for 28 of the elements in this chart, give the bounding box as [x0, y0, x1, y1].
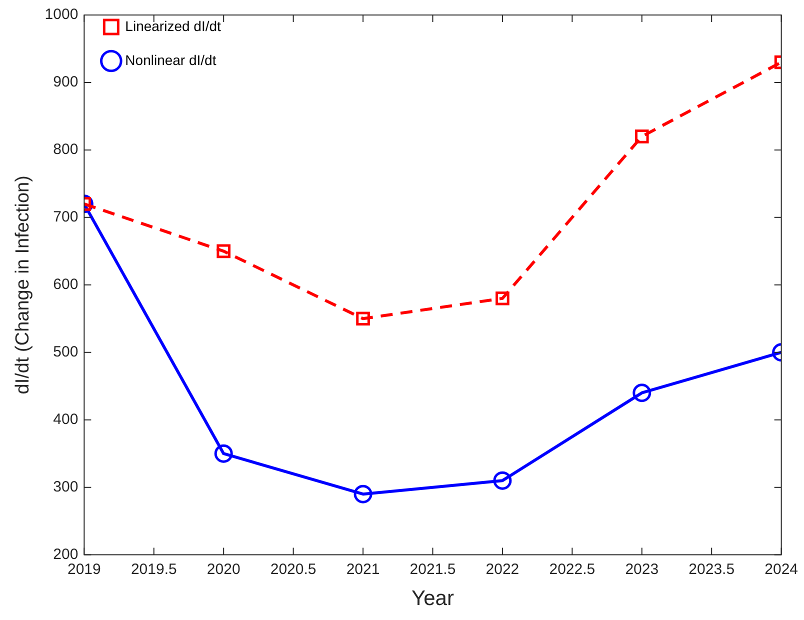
- x-tick-label: 2020.5: [270, 560, 316, 578]
- y-tick-label: 500: [53, 344, 78, 361]
- point: [354, 484, 372, 504]
- point: [493, 471, 512, 490]
- legend-label: Linearized dI/dt: [125, 18, 222, 34]
- y-tick-label: 400: [53, 410, 78, 428]
- x-tick-label: 2020: [206, 560, 240, 578]
- y-axis-title: dI/dt (Change in Infection): [12, 176, 34, 394]
- x-tick-label: 2023: [625, 560, 659, 578]
- point: [496, 291, 510, 306]
- y-tick-label: 300: [53, 478, 78, 496]
- x-tick-label: 2022.5: [549, 560, 596, 578]
- x-axis-title: Year: [412, 587, 454, 610]
- y-tick-label: 800: [53, 141, 78, 158]
- x-tick-label: 2024: [764, 560, 798, 578]
- y-tick-label: 700: [53, 208, 78, 226]
- x-tick-label: 2019: [67, 560, 101, 578]
- y-tick-label: 600: [53, 276, 78, 294]
- y-tick-label: 1000: [44, 6, 78, 24]
- x-tick-label: 2019.5: [130, 560, 177, 578]
- legend-label: Nonlinear dI/dt: [125, 52, 216, 68]
- x-tick-label: 2022: [486, 560, 520, 578]
- x-tick-label: 2023.5: [688, 560, 735, 578]
- point: [356, 312, 370, 326]
- y-tick-label: 900: [53, 74, 78, 91]
- y-tick-label: 200: [53, 546, 78, 563]
- x-tick-label: 2021: [346, 560, 380, 578]
- x-tick-label: 2021.5: [410, 560, 456, 578]
